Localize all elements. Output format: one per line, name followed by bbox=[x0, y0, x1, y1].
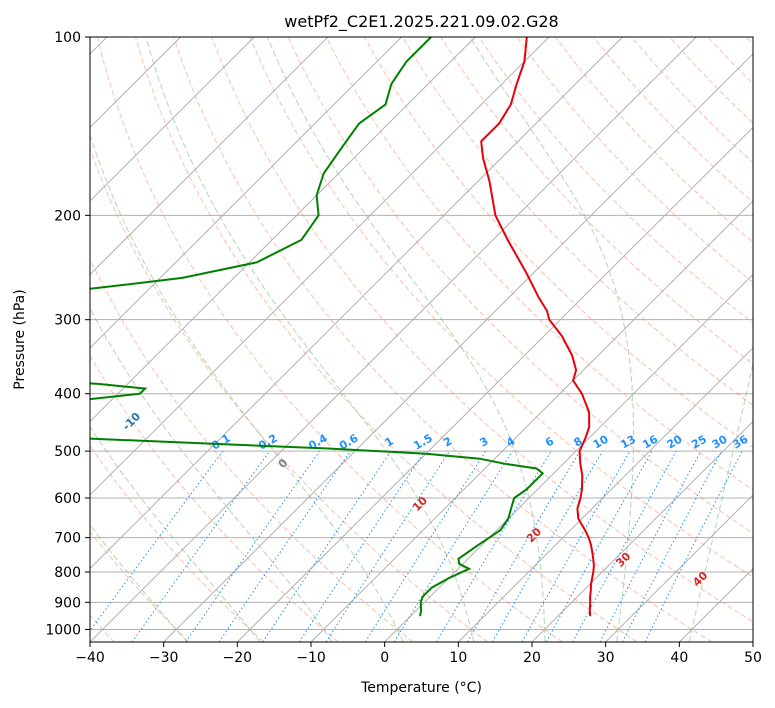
y-tick-label: 500 bbox=[54, 444, 81, 460]
dry-adiabat-line bbox=[325, 37, 753, 491]
moist-adiabats bbox=[90, 37, 753, 642]
mixing-ratio-line bbox=[131, 450, 271, 642]
mixing-ratio-line bbox=[572, 450, 677, 642]
mixing-ratio-line bbox=[325, 450, 451, 642]
y-axis-label: Pressure (hPa) bbox=[12, 289, 28, 389]
isotherm-line bbox=[236, 126, 753, 642]
dry-adiabat-line bbox=[90, 530, 190, 642]
isotherm-line bbox=[90, 37, 402, 349]
y-tick-label: 100 bbox=[54, 30, 81, 46]
moist-adiabat-line bbox=[90, 133, 404, 642]
isotherm-line bbox=[90, 37, 550, 496]
x-tick-label: −10 bbox=[296, 650, 326, 666]
mixing-ratio-line bbox=[218, 450, 351, 642]
x-tick-label: 30 bbox=[597, 650, 615, 666]
x-tick-label: −30 bbox=[149, 650, 179, 666]
x-tick-label: 20 bbox=[523, 650, 541, 666]
isotherm-line bbox=[531, 420, 753, 642]
y-tick-label: 300 bbox=[54, 313, 81, 329]
dry-adiabat-line bbox=[90, 444, 264, 642]
mixing-ratio-line bbox=[364, 450, 487, 642]
dry-adiabat-line bbox=[90, 355, 339, 642]
dry-adiabat-line bbox=[211, 37, 753, 623]
plot-frame bbox=[89, 36, 754, 643]
dry-adiabat-line bbox=[516, 37, 753, 284]
mixing-ratio-line bbox=[90, 450, 224, 632]
profile-lines bbox=[90, 37, 595, 617]
moist-adiabat-line bbox=[90, 524, 188, 642]
dry-adiabat-line bbox=[440, 37, 753, 365]
isotherm-line bbox=[90, 37, 329, 276]
isotherm-line bbox=[90, 37, 697, 642]
moist-adiabat-line bbox=[266, 37, 546, 642]
x-tick-label: 50 bbox=[744, 650, 762, 666]
x-tick-label: 0 bbox=[380, 650, 389, 666]
dry-adiabat-line bbox=[134, 37, 638, 642]
mixing-ratio-line bbox=[185, 450, 321, 642]
mixing-ratio-line bbox=[262, 450, 392, 642]
moist-adiabat-line bbox=[469, 37, 635, 642]
chart-title: wetPf2_C2E1.2025.221.09.02.G28 bbox=[284, 12, 558, 32]
mixing-ratio-line bbox=[644, 450, 743, 642]
mixing-ratio-line bbox=[521, 450, 631, 642]
y-tick-label: 900 bbox=[54, 595, 81, 611]
mixing-ratio-line bbox=[393, 450, 513, 642]
temperature-profile-line bbox=[480, 37, 595, 617]
y-tick-label: 600 bbox=[54, 491, 81, 507]
isotherm-line bbox=[457, 347, 753, 642]
dry-adiabat-line bbox=[96, 37, 563, 642]
y-tick-label: 800 bbox=[54, 565, 81, 581]
y-tick-label: 400 bbox=[54, 387, 81, 403]
dewpoint-profile-line bbox=[90, 37, 545, 617]
isotherm-line bbox=[310, 200, 753, 642]
mixing-ratio-lines bbox=[90, 450, 743, 642]
y-tick-label: 700 bbox=[54, 531, 81, 547]
dry-adiabat-line bbox=[402, 37, 753, 407]
isotherm-line bbox=[163, 53, 753, 642]
x-tick-label: 10 bbox=[449, 650, 467, 666]
plot-area: 0.10.20.40.611.52346810131620253036-100-… bbox=[90, 37, 753, 642]
x-tick-label: −40 bbox=[75, 650, 105, 666]
y-tick-label: 1000 bbox=[45, 622, 81, 638]
mixing-ratio-line bbox=[545, 450, 653, 642]
moist-adiabat-line bbox=[90, 307, 333, 642]
dry-adiabat-line bbox=[249, 37, 753, 578]
isotherm-line bbox=[90, 37, 476, 423]
y-tick-label: 200 bbox=[54, 208, 81, 224]
moist-adiabat-line bbox=[90, 425, 261, 642]
isobar-grid bbox=[90, 37, 753, 630]
dry-adiabat-line bbox=[173, 37, 712, 642]
isotherm-line bbox=[90, 37, 255, 202]
isotherm-line bbox=[90, 37, 623, 570]
isotherm-line bbox=[605, 494, 753, 642]
x-tick-label: −20 bbox=[223, 650, 253, 666]
x-axis-label: Temperature (°C) bbox=[360, 680, 482, 696]
axes: −40 −30 −20 −10 0 10 20 30 40 50 100 200 300 400 500 60… bbox=[45, 30, 762, 666]
x-tick-label: 40 bbox=[670, 650, 688, 666]
mixing-ratio-line bbox=[298, 450, 426, 642]
moist-adiabat-line bbox=[145, 37, 475, 642]
